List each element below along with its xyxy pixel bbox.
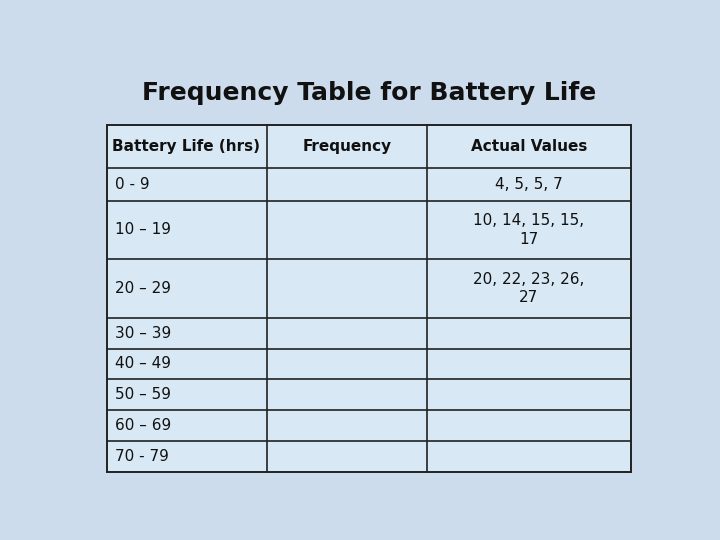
Text: Actual Values: Actual Values [471,139,588,154]
Text: 20 – 29: 20 – 29 [115,281,171,296]
Text: Frequency Table for Battery Life: Frequency Table for Battery Life [142,82,596,105]
Text: 4, 5, 5, 7: 4, 5, 5, 7 [495,177,563,192]
Text: 40 – 49: 40 – 49 [115,356,171,372]
Text: Battery Life (hrs): Battery Life (hrs) [112,139,261,154]
Text: 30 – 39: 30 – 39 [115,326,171,341]
Text: 0 - 9: 0 - 9 [115,177,150,192]
Text: 60 – 69: 60 – 69 [115,418,171,434]
Text: 70 - 79: 70 - 79 [115,449,169,464]
Text: 50 – 59: 50 – 59 [115,387,171,402]
Text: Frequency: Frequency [302,139,391,154]
Bar [107,125,631,472]
Text: 10 – 19: 10 – 19 [115,222,171,237]
Text: 10, 14, 15, 15,
17: 10, 14, 15, 15, 17 [474,213,585,247]
Text: 20, 22, 23, 26,
27: 20, 22, 23, 26, 27 [473,272,585,305]
